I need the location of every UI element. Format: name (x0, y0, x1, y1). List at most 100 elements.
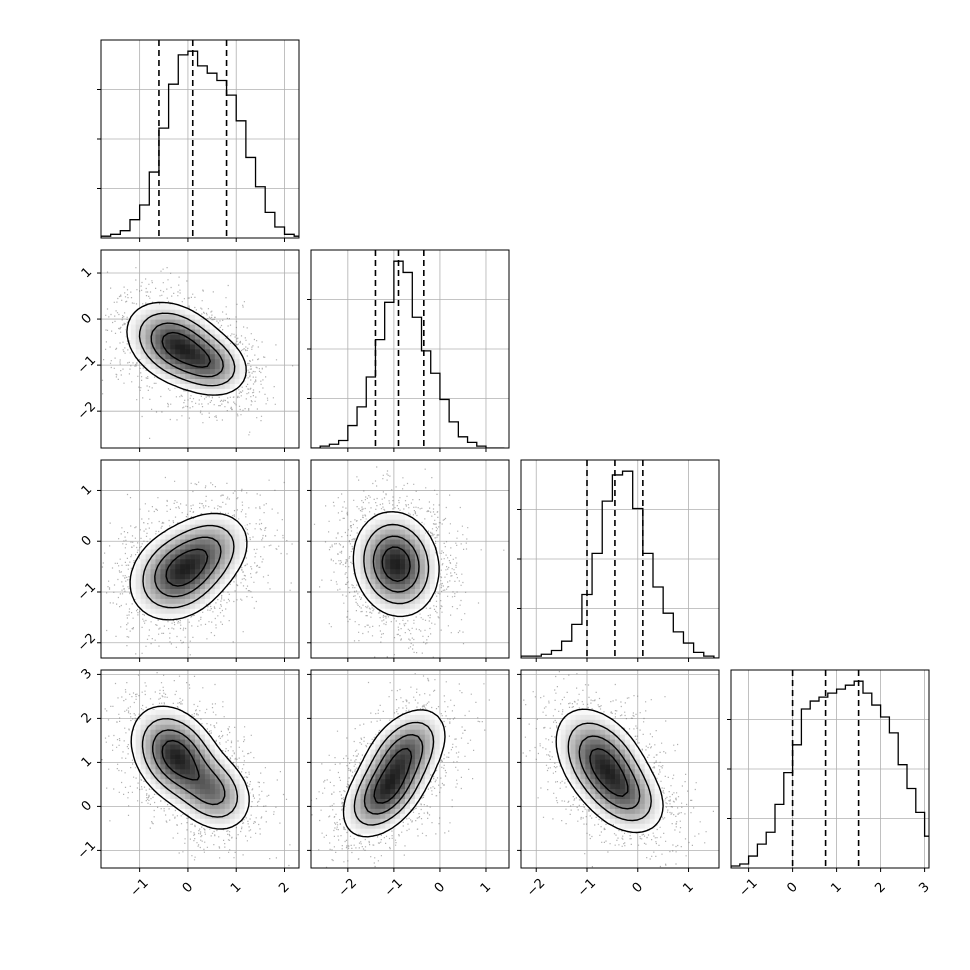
density-cell (214, 349, 221, 355)
density-cell (195, 808, 201, 814)
density-cell (600, 773, 606, 780)
density-cell (150, 608, 156, 614)
density-cell (370, 813, 376, 819)
density-cell (570, 749, 576, 755)
density-cell (360, 788, 366, 795)
density-cell (180, 793, 186, 799)
density-cell (200, 813, 206, 819)
density-cell (219, 539, 226, 545)
density-cell (190, 334, 196, 340)
density-cell (395, 729, 401, 735)
density-cell (170, 608, 176, 614)
density-cell (649, 783, 655, 790)
density-cell (234, 773, 240, 780)
density-cell (610, 788, 616, 795)
density-cell (209, 783, 216, 790)
density-cell (360, 783, 366, 790)
density-cell (160, 353, 166, 360)
density-cell (360, 828, 366, 834)
density-cell (160, 358, 166, 365)
density-cell (405, 724, 411, 730)
y-tick-label: −2 (75, 631, 99, 655)
density-cell (180, 803, 186, 809)
density-cell (410, 729, 416, 735)
density-cell (355, 793, 361, 799)
density-cell (204, 783, 211, 790)
density-cell (565, 719, 571, 725)
density-cell (150, 568, 156, 575)
density-cell (380, 539, 386, 545)
density-cell (649, 813, 655, 819)
density-cell (419, 568, 426, 575)
density-cell (405, 588, 411, 594)
density-cell (644, 818, 650, 824)
density-cell (204, 529, 211, 535)
density-cell (170, 373, 176, 379)
density-cell (639, 813, 646, 819)
density-cell (190, 349, 196, 355)
density-cell (400, 798, 406, 804)
density-cell (170, 729, 176, 735)
density-cell (150, 724, 156, 730)
density-cell (145, 334, 151, 340)
density-cell (155, 319, 161, 325)
density-cell (629, 744, 636, 750)
density-cell (180, 764, 186, 770)
density-cell (180, 724, 186, 730)
y-tick-label: −1 (75, 353, 99, 377)
density-cell (365, 549, 371, 555)
density-cell (405, 593, 411, 599)
density-cell (590, 719, 596, 725)
density-cell (165, 744, 171, 750)
contour-line (567, 722, 652, 822)
density-cell (219, 349, 226, 355)
density-cell (244, 793, 250, 799)
density-cell (424, 769, 431, 775)
density-cell (155, 554, 161, 560)
density-cell (575, 734, 581, 740)
density-cell (200, 334, 206, 340)
density-cell (145, 304, 151, 310)
density-cell (580, 754, 586, 760)
density-cell (219, 793, 226, 799)
density-cell (400, 783, 406, 790)
density-cell (390, 808, 396, 814)
density-cell (615, 823, 621, 829)
density-cell (170, 324, 176, 330)
density-cell (610, 724, 616, 730)
density-cell (140, 358, 146, 365)
density-cell (185, 573, 191, 580)
density-cell (224, 793, 230, 799)
density-cell (150, 734, 156, 740)
density-cell (380, 598, 386, 604)
density-cell (405, 788, 411, 795)
density-cell (209, 329, 216, 335)
density-cell (165, 534, 171, 540)
density-cell (160, 329, 166, 335)
density-cell (414, 744, 421, 750)
density-cell (360, 559, 366, 565)
density-cell (605, 803, 611, 809)
density-cell (370, 759, 376, 765)
density-cell (424, 563, 431, 570)
density-cell (365, 793, 371, 799)
density-cell (224, 783, 230, 790)
density-cell (145, 734, 151, 740)
density-cell (434, 568, 440, 575)
density-cell (424, 583, 431, 589)
density-cell (585, 798, 591, 804)
density-cell (400, 714, 406, 720)
density-cell (355, 803, 361, 809)
density-cell (639, 818, 646, 824)
density-cell (410, 793, 416, 799)
density-cell (180, 554, 186, 560)
density-cell (405, 568, 411, 575)
density-cell (355, 828, 361, 834)
density-cell (375, 813, 381, 819)
density-cell (175, 373, 181, 379)
density-cell (380, 608, 386, 614)
density-cell (380, 573, 386, 580)
density-cell (239, 798, 245, 804)
density-cell (380, 749, 386, 755)
density-cell (180, 309, 186, 315)
